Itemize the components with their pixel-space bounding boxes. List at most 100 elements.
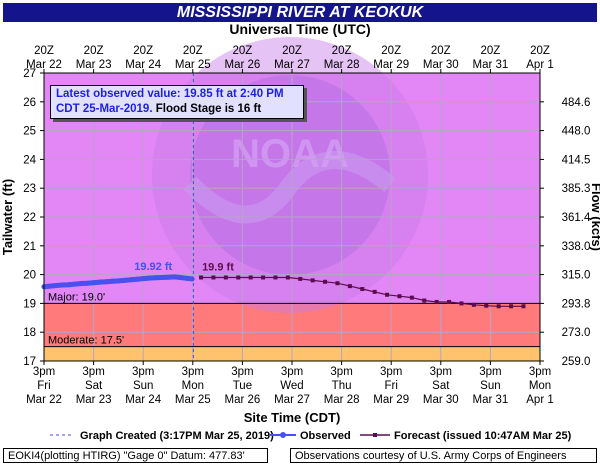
flood-category-label: Major: 19.0' (48, 291, 105, 303)
forecast-point (409, 295, 414, 300)
noaa-watermark-text: NOAA (231, 132, 349, 176)
observed-point (109, 278, 115, 284)
flood-stage-note: Flood Stage is 16 ft (155, 103, 262, 115)
forecast-point (298, 276, 303, 281)
observed-point (53, 283, 59, 289)
x-tick-label-utc-date: Mar 31 (473, 59, 509, 71)
x-tick-label-day: Wed (280, 380, 303, 392)
observed-point (134, 276, 140, 282)
y-tick-label-right: 315.0 (562, 270, 591, 282)
x-tick-label-utc: 20Z (183, 45, 203, 57)
y-axis-title-left: Tailwater (ft) (0, 179, 15, 255)
latest-observation-box: Latest observed value: 19.85 ft at 2:40 … (50, 85, 304, 119)
latest-observation-line-2: CDT 25-Mar-2019. Flood Stage is 16 ft (56, 102, 298, 117)
legend-forecast-label: Forecast (issued 10:47AM Mar 25) (394, 430, 572, 442)
x-tick-label-time: 3pm (281, 366, 303, 378)
x-tick-label-time: 3pm (33, 366, 55, 378)
y-tick-label-left: 19 (23, 298, 36, 310)
flood-category-label: Moderate: 17.5' (48, 335, 124, 347)
noaa-watermark-bird (183, 151, 396, 224)
observed-point (159, 274, 165, 280)
observed-point (146, 275, 152, 281)
x-tick-label-date: Mar 30 (423, 394, 459, 406)
y-tick-label-right: 273.0 (562, 327, 591, 339)
forecast-point (360, 287, 365, 291)
observed-point (177, 274, 183, 280)
chart-title: MISSISSIPPI RIVER AT KEOKUK (3, 3, 597, 22)
x-tick-label-day: Sun (133, 380, 153, 392)
y-tick-label-left: 25 (23, 126, 36, 138)
x-tick-label-time: 3pm (380, 366, 402, 378)
x-tick-label-date: Mar 26 (225, 394, 261, 406)
legend-graph-created-label: Graph Created (3:17PM Mar 25, 2019) (80, 430, 274, 442)
x-tick-label-utc-date: Mar 23 (76, 59, 112, 71)
observed-point (97, 279, 103, 285)
y-tick-label-right: 385.3 (562, 183, 591, 195)
y-tick-label-right: 414.5 (562, 154, 591, 166)
x-tick-label-day: Mon (182, 380, 204, 392)
forecast-point (223, 275, 228, 280)
x-tick-label-day: Mon (529, 380, 551, 392)
x-tick-label-utc-date: Mar 25 (175, 59, 211, 71)
x-tick-label-utc: 20Z (530, 45, 550, 57)
forecast-point (211, 275, 216, 280)
x-tick-label-date: Mar 27 (274, 394, 310, 406)
x-tick-label-day: Thu (332, 380, 352, 392)
forecast-point (236, 275, 241, 280)
forecast-point (285, 275, 290, 280)
observed-point (103, 279, 109, 285)
x-tick-label-time: 3pm (132, 366, 154, 378)
observed-point (128, 277, 134, 283)
observed-point (115, 278, 121, 284)
observed-point (171, 274, 177, 280)
x-tick-label-day: Fri (384, 380, 397, 392)
observed-point (184, 275, 190, 281)
forecast-point (397, 294, 402, 299)
y-tick-label-right: 448.0 (562, 126, 591, 138)
x-tick-label-day: Tue (233, 380, 252, 392)
observed-point (78, 281, 84, 287)
x-tick-label-date: Mar 31 (473, 394, 509, 406)
x-tick-label-utc: 20Z (84, 45, 104, 57)
y-tick-label-left: 23 (23, 183, 36, 195)
observed-point (165, 274, 171, 280)
forecast-point (447, 299, 452, 304)
x-tick-label-utc: 20Z (431, 45, 451, 57)
x-tick-label-utc: 20Z (133, 45, 153, 57)
x-tick-label-day: Sun (480, 380, 500, 392)
credit-footer: Observations courtesy of U.S. Army Corps… (290, 448, 597, 463)
observed-point (66, 282, 72, 288)
datum-footer: EOKI4(plotting HTIRG) "Gage 0" Datum: 47… (3, 448, 268, 463)
forecast-point (496, 304, 501, 309)
x-tick-label-time: 3pm (82, 366, 104, 378)
x-tick-label-utc-date: Mar 28 (324, 59, 360, 71)
observed-point (91, 280, 97, 286)
x-tick-label-time: 3pm (430, 366, 452, 378)
x-tick-label-date: Mar 29 (373, 394, 409, 406)
x-tick-label-utc: 20Z (480, 45, 500, 57)
observed-point (84, 280, 90, 286)
y-tick-label-right: 361.4 (562, 212, 591, 224)
y-tick-label-left: 20 (23, 270, 36, 282)
forecast-point (273, 275, 278, 280)
forecast-point (372, 289, 377, 294)
observed-point (189, 276, 195, 282)
x-tick-label-utc: 20Z (34, 45, 54, 57)
observed-point (72, 281, 78, 287)
x-tick-label-utc-date: Mar 30 (423, 59, 459, 71)
y-tick-label-right: 484.6 (562, 97, 591, 109)
x-tick-label-utc-date: Mar 26 (225, 59, 261, 71)
observed-point (153, 275, 159, 281)
legend-forecast-marker (373, 433, 377, 437)
observed-point (122, 277, 128, 283)
y-tick-label-left: 26 (23, 97, 36, 109)
x-tick-label-date: Mar 23 (76, 394, 112, 406)
forecast-point (323, 279, 328, 284)
x-tick-label-time: 3pm (529, 366, 551, 378)
x-tick-label-time: 3pm (182, 366, 204, 378)
x-tick-label-utc: 20Z (232, 45, 252, 57)
y-tick-label-left: 18 (23, 327, 36, 339)
x-tick-label-time: 3pm (231, 366, 253, 378)
